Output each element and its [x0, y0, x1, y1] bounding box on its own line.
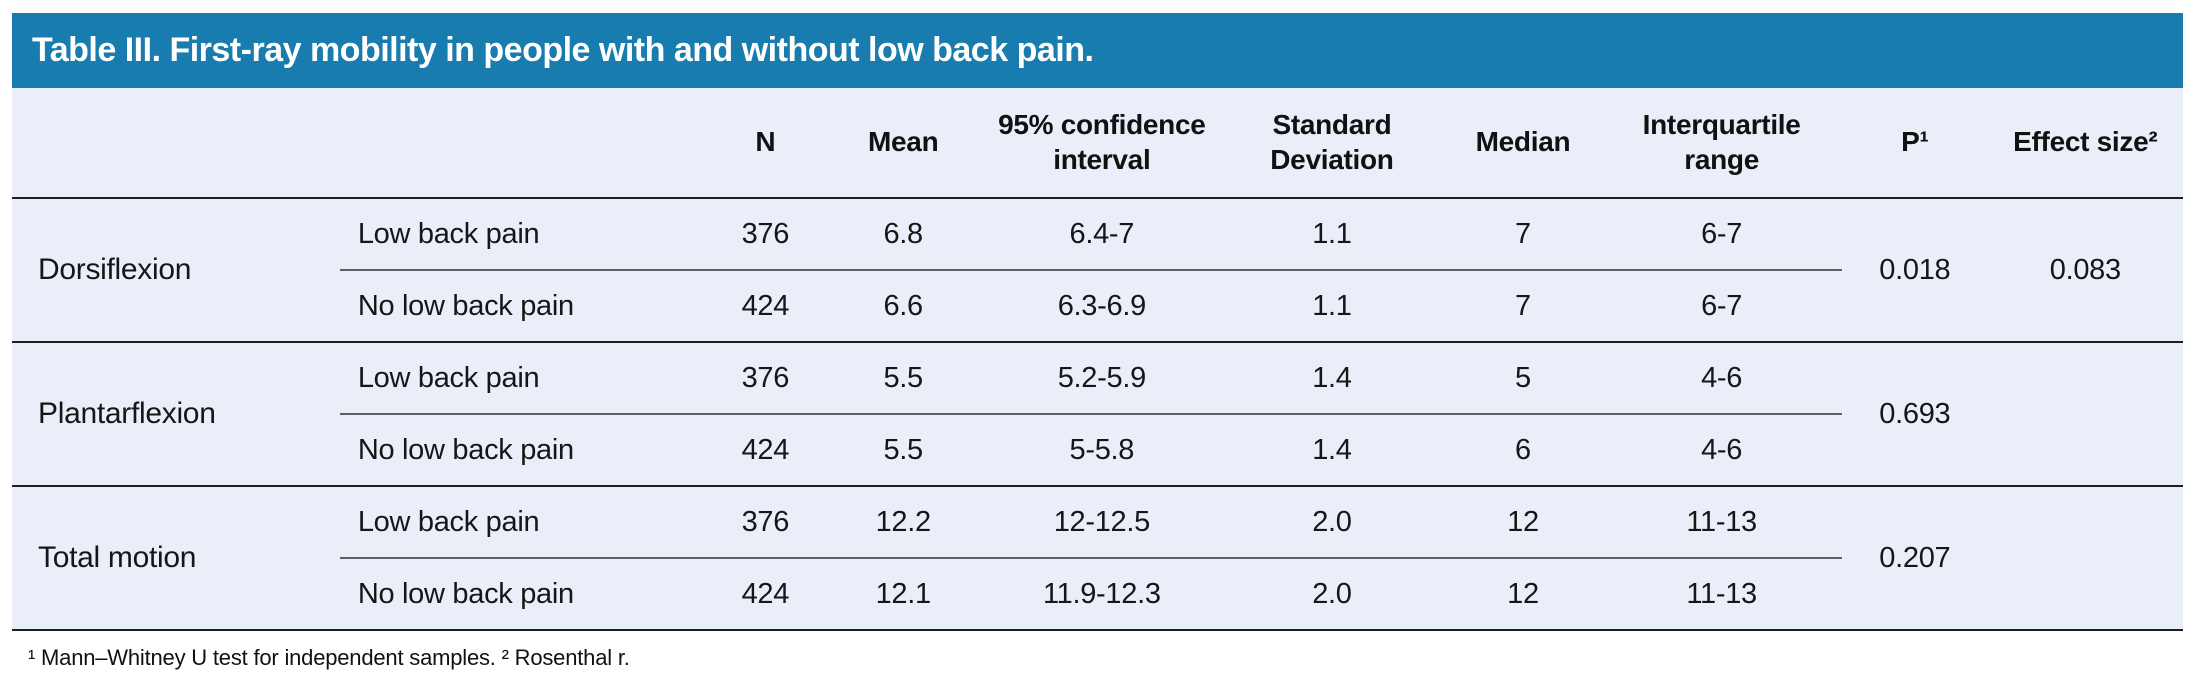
row-label: Dorsiflexion [12, 197, 340, 342]
header-confidence-interval: 95% confidence interval [984, 88, 1220, 199]
cell-median: 7 [1444, 197, 1602, 271]
cell-sd: 1.4 [1219, 341, 1445, 415]
header-group-spacer [339, 88, 709, 199]
cell-median: 7 [1515, 289, 1531, 322]
cell-median: 6 [1515, 433, 1531, 466]
section-row-first: Dorsiflexion Low back pain 376 6.8 6.4-7 1.1 7… [12, 197, 2183, 342]
cell-sd: 1.1 [1312, 289, 1352, 322]
header-mean: Mean [821, 88, 985, 199]
first-ray-mobility-table: N Mean 95% confidence interval Standard … [12, 88, 2183, 631]
cell-n: 424 [741, 577, 790, 610]
header-effect-size: Effect size² [1987, 88, 2183, 199]
cell-sd: 2.0 [1219, 485, 1445, 559]
cell-effect-size: 0.083 [1987, 197, 2183, 342]
cell-ci: 12-12.5 [984, 485, 1220, 559]
cell-median: 5 [1444, 341, 1602, 415]
cell-sd: 2.0 [1312, 577, 1352, 610]
cell-sd: 1.1 [1219, 197, 1445, 271]
header-row: N Mean 95% confidence interval Standard … [12, 88, 2183, 199]
cell-iqr: 11-13 [1686, 577, 1757, 610]
section-row-first: Total motion Low back pain 376 12.2 12-12.5 2… [12, 485, 2183, 630]
cell-mean: 6.8 [821, 197, 985, 271]
cell-iqr: 11-13 [1601, 485, 1843, 559]
cell-n: 376 [708, 197, 822, 271]
cell-n: 376 [708, 341, 822, 415]
table-title: Table III. First-ray mobility in people … [32, 31, 1094, 69]
cell-mean: 5.5 [883, 433, 923, 466]
cell-median: 12 [1444, 485, 1602, 559]
cell-iqr: 4-6 [1601, 341, 1843, 415]
header-n: N [708, 88, 822, 199]
cell-p-value: 0.207 [1842, 485, 1988, 630]
section-row-second: No low back pain 424 5.5 5-5.8 1.4 6 4-6 [12, 414, 2183, 486]
cell-mean: 12.1 [875, 577, 932, 610]
header-standard-deviation: Standard Deviation [1219, 88, 1445, 199]
cell-iqr: 6-7 [1701, 289, 1743, 322]
section-row-second: No low back pain 424 6.6 6.3-6.9 1.1 7 6-7 [12, 270, 2183, 342]
section-row-first: Plantarflexion Low back pain 376 5.5 5.2-5.9… [12, 341, 2183, 486]
cell-sd: 1.4 [1312, 433, 1352, 466]
cell-mean: 12.2 [821, 485, 985, 559]
cell-group: Low back pain [339, 197, 709, 271]
row-label: Plantarflexion [12, 341, 340, 486]
cell-n: 424 [741, 289, 790, 322]
header-p-value: P¹ [1842, 88, 1988, 199]
cell-iqr: 4-6 [1701, 433, 1743, 466]
cell-group: Low back pain [339, 341, 709, 415]
table-body: Dorsiflexion Low back pain 376 6.8 6.4-7 1.1 7… [12, 197, 2183, 630]
header-median: Median [1444, 88, 1602, 199]
row-label: Total motion [12, 485, 340, 630]
cell-effect-size [1987, 485, 2183, 630]
cell-n: 376 [708, 485, 822, 559]
cell-ci: 5-5.8 [1069, 433, 1135, 466]
cell-ci: 5.2-5.9 [984, 341, 1220, 415]
header-rowlabel-spacer [12, 88, 340, 199]
section-row-second: No low back pain 424 12.1 11.9-12.3 2.0 12 11-… [12, 558, 2183, 630]
cell-ci: 6.4-7 [984, 197, 1220, 271]
cell-p-value: 0.018 [1842, 197, 1988, 342]
cell-mean: 5.5 [821, 341, 985, 415]
table-iii-figure: Table III. First-ray mobility in people … [12, 13, 2183, 671]
table-title-bar: Table III. First-ray mobility in people … [12, 13, 2183, 88]
cell-group: No low back pain [357, 433, 574, 466]
cell-p-value: 0.693 [1842, 341, 1988, 486]
cell-ci: 11.9-12.3 [1042, 577, 1161, 610]
cell-ci: 6.3-6.9 [1057, 289, 1146, 322]
cell-group: No low back pain [357, 577, 574, 610]
cell-median: 12 [1507, 577, 1539, 610]
cell-effect-size [1987, 341, 2183, 486]
cell-n: 424 [741, 433, 790, 466]
table-footnote: ¹ Mann–Whitney U test for independent sa… [28, 645, 630, 670]
header-interquartile-range: Interquartile range [1601, 88, 1843, 199]
cell-group: No low back pain [357, 289, 574, 322]
cell-iqr: 6-7 [1601, 197, 1843, 271]
cell-mean: 6.6 [883, 289, 923, 322]
cell-group: Low back pain [339, 485, 709, 559]
